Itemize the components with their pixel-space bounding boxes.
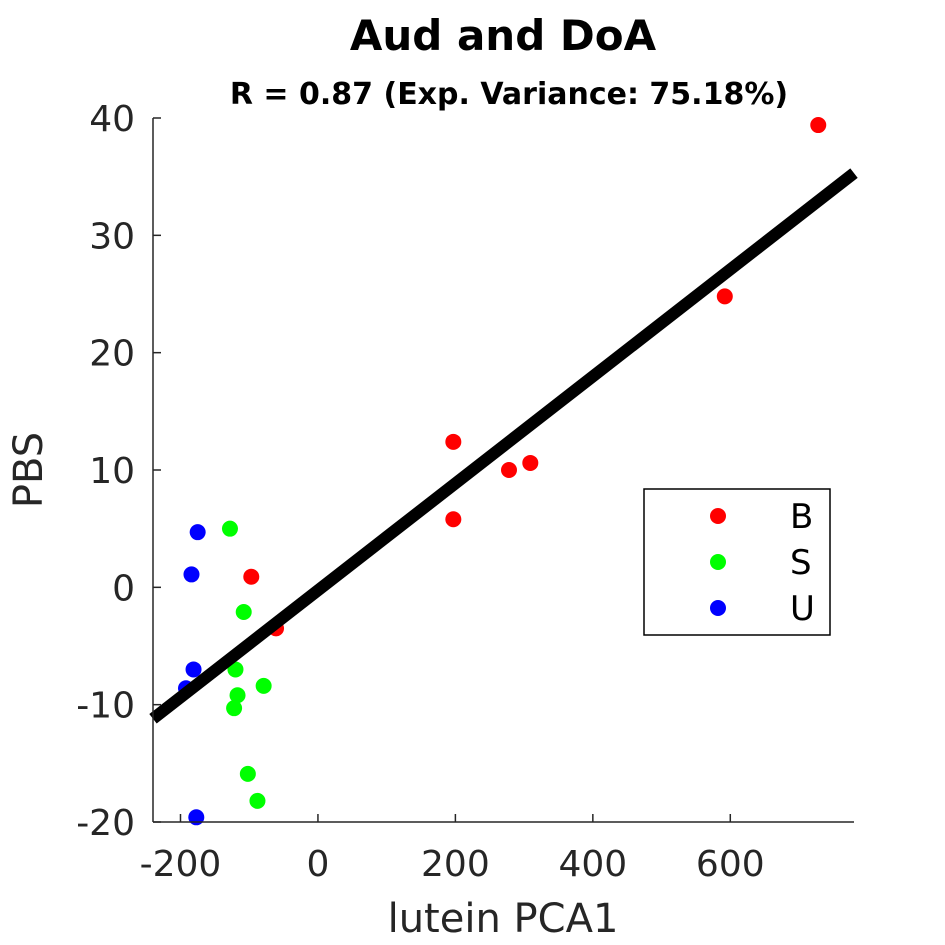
legend-marker-u (710, 600, 726, 616)
data-point-b-0 (810, 117, 827, 134)
data-point-b-4 (500, 462, 517, 478)
plot-area (149, 117, 858, 826)
data-point-s-4 (255, 677, 272, 694)
regression-line (149, 168, 858, 724)
x-tick-label: 200 (421, 844, 490, 885)
legend: BSU (643, 488, 831, 636)
data-point-b-2 (445, 433, 462, 450)
x-tick-label: 0 (306, 844, 329, 885)
x-tick-label: -200 (140, 844, 222, 885)
y-axis-ticks: -20 -10 0 10 20 30 40 (76, 99, 161, 844)
data-point-s-3 (229, 687, 246, 704)
chart-title: Aud and DoA (350, 11, 657, 60)
legend-label-s: S (790, 543, 812, 583)
legend-label-b: B (790, 497, 813, 537)
data-point-b-3 (522, 454, 539, 471)
data-point-u-0 (189, 524, 206, 541)
data-point-u-2 (185, 661, 202, 678)
x-tick-label: 400 (558, 844, 627, 885)
y-tick-label: -10 (76, 686, 135, 727)
data-point-b-6 (243, 568, 260, 585)
y-tick-label: -20 (76, 803, 135, 844)
data-point-u-1 (183, 566, 200, 583)
x-axis-label: lutein PCA1 (388, 896, 619, 942)
data-point-b-5 (445, 511, 462, 528)
y-tick-label: 20 (89, 334, 135, 375)
x-axis-ticks: -200 0 200 400 600 (140, 814, 765, 885)
y-tick-label: 30 (89, 216, 135, 257)
data-point-s-6 (239, 765, 256, 782)
data-point-u-4 (188, 809, 205, 826)
data-point-b-1 (716, 288, 733, 305)
legend-marker-s (710, 554, 726, 570)
y-tick-label: 40 (89, 99, 135, 140)
data-point-s-0 (221, 520, 238, 537)
data-point-s-2 (227, 661, 244, 678)
data-point-s-1 (235, 603, 252, 620)
legend-marker-b (710, 508, 726, 524)
x-tick-label: 600 (696, 844, 765, 885)
y-tick-label: 10 (89, 451, 135, 492)
y-tick-label: 0 (112, 568, 135, 609)
legend-box (643, 488, 831, 636)
chart-subtitle: R = 0.87 (Exp. Variance: 75.18%) (230, 77, 788, 112)
legend-label-u: U (790, 589, 815, 629)
data-point-s-7 (249, 792, 266, 809)
data-point-s-5 (226, 700, 243, 717)
y-axis-label: PBS (6, 432, 52, 508)
